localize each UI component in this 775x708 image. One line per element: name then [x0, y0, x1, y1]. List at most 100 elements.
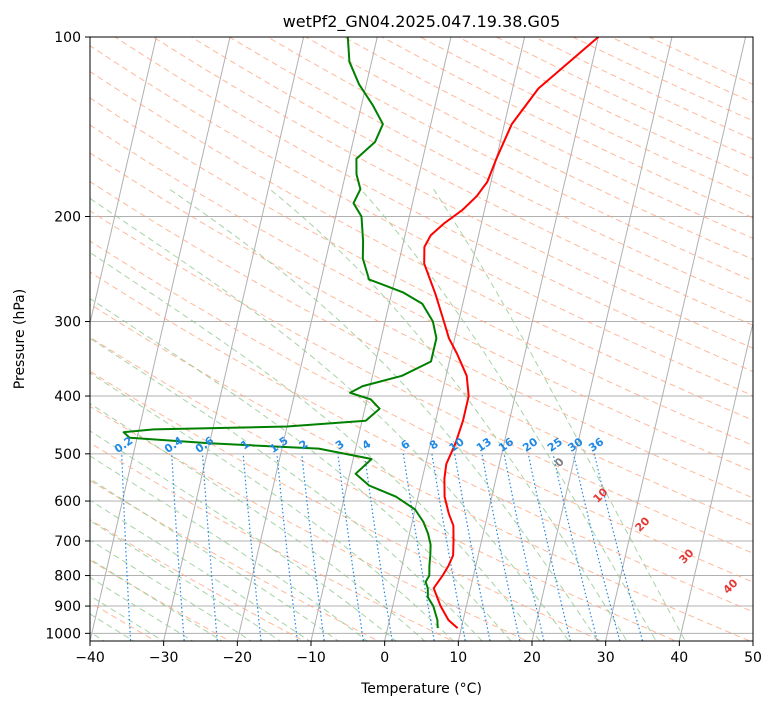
moist-adiabat-line [90, 478, 340, 641]
dry-adiabat-line [90, 479, 380, 641]
mixing-ratio-line [552, 453, 599, 641]
x-tick-label: −40 [75, 650, 105, 666]
x-tick-label: −30 [149, 650, 179, 666]
dry-adiabat-line [90, 271, 753, 613]
mixing-ratio-line [402, 453, 436, 641]
dry-adiabat-line [342, 37, 753, 239]
moist-adiabat-line [90, 558, 223, 641]
mixing-ratio-label: 0.6 [193, 434, 217, 456]
dry-adiabat-line [114, 37, 753, 373]
mixing-ratio-line [171, 453, 185, 641]
dry-adiabat-line [90, 124, 753, 472]
x-tick-label: 0 [380, 650, 389, 666]
isotherm-line [678, 320, 753, 641]
y-tick-label: 200 [54, 210, 81, 226]
moist-adiabat-line [269, 188, 628, 641]
moist-adiabat-line [90, 455, 368, 641]
x-axis-label: Temperature (°C) [360, 681, 482, 697]
isotherm-line [531, 37, 673, 641]
line-labels: 0.20.40.611.52346810131620253036-100-90-… [112, 434, 741, 597]
y-tick-label: 600 [54, 494, 81, 510]
mixing-ratio-label: 36 [586, 435, 606, 455]
x-tick-label: 40 [670, 650, 688, 666]
isotherm-line [752, 638, 753, 641]
dry-adiabat-line [90, 45, 753, 397]
mixing-ratio-label: 25 [545, 435, 565, 454]
isotherm-line [457, 37, 599, 641]
dry-adiabat-line [90, 336, 677, 641]
mixing-ratio-label: 6 [399, 437, 413, 452]
moist-adiabat-line [90, 576, 194, 641]
mixing-ratio-line [503, 453, 545, 641]
moist-adiabat-line [90, 539, 253, 641]
moist-adiabat-line [90, 197, 570, 641]
dry-adiabat-line [90, 519, 306, 641]
y-tick-label: 400 [54, 389, 81, 405]
plot-frame [89, 36, 754, 642]
mixing-ratio-label: 10 [447, 435, 467, 455]
x-tick-label: 10 [449, 650, 467, 666]
mixing-ratio-label: 16 [496, 435, 516, 455]
moist-adiabat-line [90, 251, 541, 641]
x-tick-label: −20 [223, 650, 253, 666]
mixing-ratio-line [431, 453, 467, 641]
isotherm-line [384, 37, 526, 641]
moist-adiabat-label: 10 [591, 485, 611, 505]
y-tick-label: 900 [54, 599, 81, 615]
x-tick-label: 50 [744, 650, 762, 666]
mixing-ratio-line [481, 453, 521, 641]
moist-adiabat-line [90, 337, 483, 641]
chart-title: wetPf2_GN04.2025.047.19.38.G05 [283, 12, 561, 32]
isotherm-line [90, 37, 157, 326]
y-axis-label: Pressure (hPa) [12, 289, 28, 389]
dry-adiabat-line [90, 180, 753, 526]
moist-adiabat-line [90, 297, 512, 641]
moist-adiabat-label: 40 [721, 576, 741, 596]
isotherm-line [90, 37, 231, 641]
moist-adiabat-line [90, 430, 397, 641]
y-tick-label: 700 [54, 534, 81, 550]
dry-adiabat-line [90, 601, 157, 641]
y-tick-label: 500 [54, 447, 81, 463]
dry-adiabat-line [457, 37, 753, 179]
isotherm-line [236, 37, 378, 641]
mixing-ratio-line [527, 453, 572, 641]
mixing-ratio-line [454, 453, 491, 641]
dry-adiabat-line [228, 37, 753, 304]
y-tick-label: 300 [54, 315, 81, 331]
y-tick-label: 100 [54, 30, 81, 46]
moist-adiabat-label: 30 [677, 546, 697, 566]
mixing-ratio-line [363, 453, 393, 641]
y-tick-label: 1000 [45, 626, 81, 642]
mixing-ratio-label: 30 [565, 435, 585, 455]
moist-adiabat-line [90, 499, 311, 641]
dewpoint-line [122, 37, 439, 629]
moist-adiabat-line [360, 188, 657, 641]
mixing-ratio-line [301, 453, 325, 641]
mixing-ratio-line [276, 453, 299, 641]
dry-adiabat-line [90, 370, 603, 641]
dry-adiabat-line [533, 37, 753, 141]
dry-adiabat-line [571, 37, 753, 122]
mixing-ratio-label: 4 [360, 437, 374, 452]
dry-adiabat-line [90, 405, 529, 641]
moist-adiabat-label: 0 [552, 455, 567, 470]
x-tick-label: 20 [523, 650, 541, 666]
axes: −40 −30 −20 −10 0 10 20 30 40 5010009008007006005… [45, 30, 762, 666]
moist-adiabat-line [90, 519, 282, 641]
mixing-ratio-line [572, 453, 621, 641]
isotherm-line [310, 37, 452, 641]
mixing-ratio-label: 2 [297, 437, 311, 452]
mixing-ratio-line [593, 453, 644, 641]
dry-adiabat-line [90, 210, 753, 554]
moist-adiabat-line [433, 188, 686, 641]
y-tick-label: 800 [54, 569, 81, 585]
x-tick-label: −10 [296, 650, 326, 666]
dry-adiabat-line [190, 37, 753, 326]
temperature-line [423, 37, 599, 629]
dry-adiabat-line [90, 240, 753, 583]
mixing-ratio-label: 3 [333, 437, 347, 452]
dry-adiabat-line [90, 303, 752, 641]
isotherm-line [605, 37, 747, 641]
